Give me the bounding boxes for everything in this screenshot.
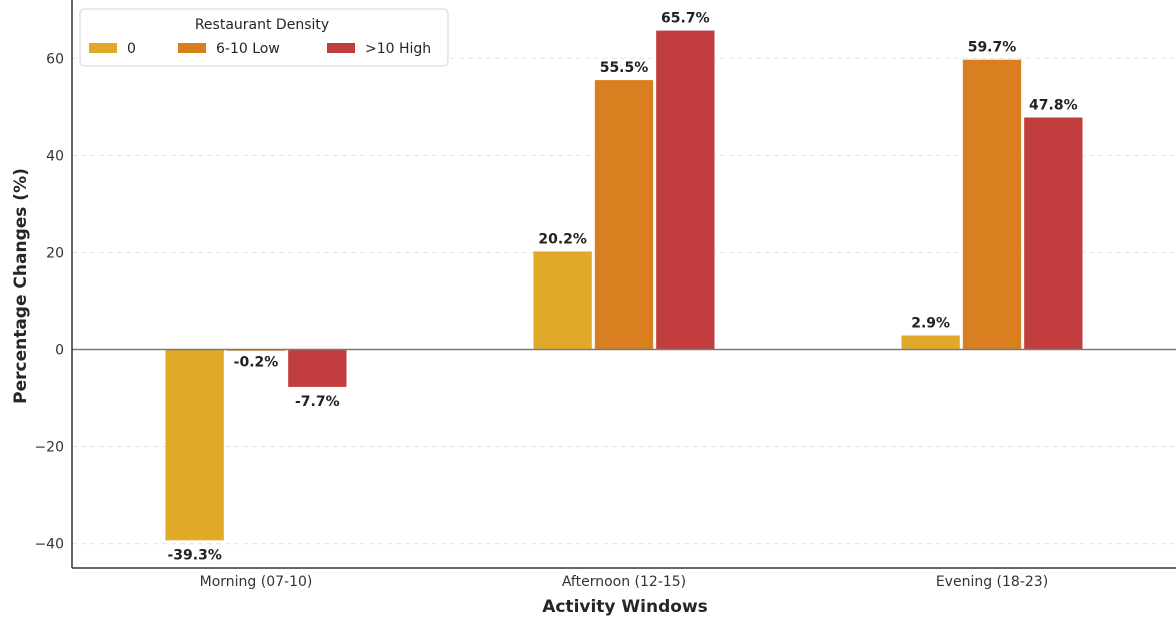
legend-label: 6-10 Low	[216, 41, 280, 57]
y-tick-label: −20	[34, 440, 64, 456]
bar	[533, 251, 592, 350]
bar	[901, 335, 960, 350]
y-tick-label: 0	[55, 343, 64, 359]
data-label: -7.7%	[295, 394, 340, 410]
legend-label: >10 High	[365, 41, 431, 57]
bar	[962, 59, 1022, 350]
data-label: 55.5%	[600, 60, 649, 76]
x-tick-label: Afternoon (12-15)	[562, 574, 686, 590]
data-label: 47.8%	[1029, 97, 1078, 113]
y-tick-label: 60	[46, 51, 64, 67]
bar	[594, 80, 654, 350]
x-tick-label: Evening (18-23)	[936, 574, 1048, 590]
bar	[165, 349, 224, 541]
x-axis-label: Activity Windows	[542, 597, 708, 617]
data-label: -0.2%	[234, 355, 279, 371]
data-label: 20.2%	[538, 231, 587, 247]
legend-label: 0	[127, 41, 136, 57]
legend-swatch	[89, 43, 117, 53]
bars	[165, 30, 1083, 541]
tick-labels: −40 −20 0 20 40 60 Morning (07-10) Afternoon (1…	[34, 51, 1048, 590]
y-tick-label: −40	[34, 537, 64, 553]
legend: Restaurant Density 0 6-10 Low >10 High	[79, 8, 449, 67]
y-axis-label: Percentage Changes (%)	[11, 168, 31, 404]
legend-swatch	[327, 43, 355, 53]
x-tick-label: Morning (07-10)	[200, 574, 313, 590]
legend-frame	[79, 8, 449, 67]
data-label: -39.3%	[167, 547, 221, 563]
legend-swatch	[178, 43, 206, 53]
data-label: 2.9%	[911, 315, 950, 331]
bar	[288, 349, 347, 387]
y-tick-label: 20	[46, 245, 64, 261]
axes	[71, 0, 1176, 569]
legend-entries: 0 6-10 Low >10 High	[89, 41, 431, 57]
bar	[1024, 117, 1083, 350]
bar	[656, 30, 715, 350]
data-label: 59.7%	[968, 40, 1017, 56]
data-labels: -39.3% -0.2% -7.7% 20.2% 55.5% 65.7% 2.9% 59.7%…	[167, 11, 1077, 564]
legend-title: Restaurant Density	[195, 17, 329, 33]
data-label: 65.7%	[661, 11, 710, 27]
y-tick-label: 40	[46, 148, 64, 164]
